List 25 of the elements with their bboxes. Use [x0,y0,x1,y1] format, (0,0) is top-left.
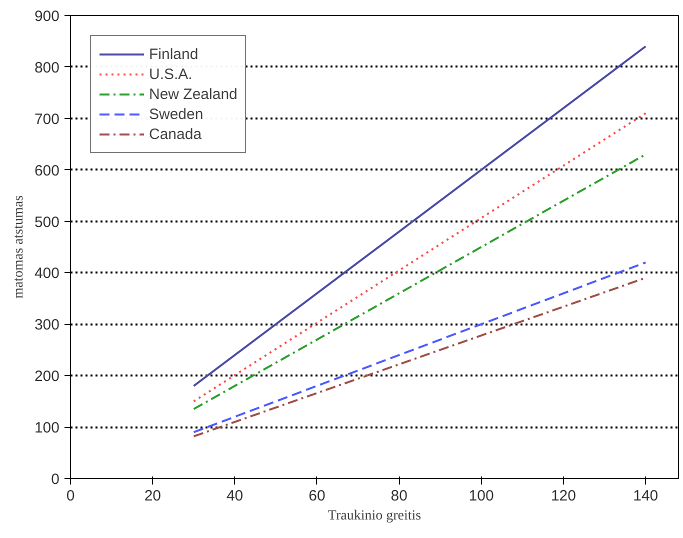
x-tick-label: 20 [144,488,162,504]
x-tick-label: 140 [633,488,658,504]
y-tick-label: 400 [34,265,60,282]
y-tick-label: 500 [34,214,60,231]
legend-label: New Zealand [149,86,238,102]
x-tick-label: 60 [308,488,326,504]
y-tick-label: 600 [34,162,60,180]
x-tick-label: 120 [550,488,576,504]
y-tick-label: 300 [34,316,60,334]
legend-label: Canada [149,126,202,142]
y-tick-label: 200 [34,368,60,386]
x-tick-label: 0 [66,488,75,504]
y-tick-label: 900 [34,8,60,25]
y-tick-label: 100 [34,420,60,437]
x-tick-label: 100 [468,488,494,504]
y-tick-label: 700 [34,110,60,128]
y-tick-label: 800 [34,59,60,76]
legend-label: Sweden [149,106,204,122]
x-tick-label: 80 [390,488,408,504]
legend-label: U.S.A. [149,66,192,82]
y-tick-label: 0 [51,471,60,488]
x-axis-title: Traukinio greitis [328,508,422,524]
legend-label: Finland [149,46,198,62]
y-axis-title: matomas atstumas [11,195,26,299]
x-tick-label: 40 [226,488,244,504]
